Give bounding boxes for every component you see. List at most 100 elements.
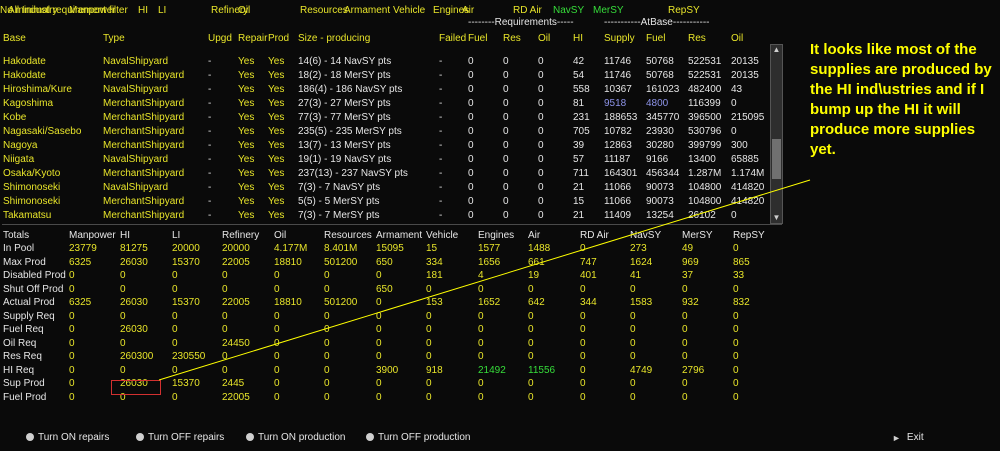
table-cell: Yes (268, 56, 285, 67)
turn-on-production-button[interactable]: Turn ON production (246, 432, 345, 443)
totals-cell: 0 (426, 378, 432, 389)
table-cell: Yes (238, 154, 255, 165)
column-header[interactable]: Res (688, 33, 706, 44)
column-header[interactable]: Res (503, 33, 521, 44)
totals-cell: 0 (682, 391, 688, 403)
table-cell: 558 (573, 84, 590, 95)
totals-cell: 0 (69, 351, 75, 362)
scroll-up-arrow-icon[interactable]: ▲ (772, 45, 781, 54)
totals-cell: 0 (528, 378, 534, 389)
turn-on-repairs-button[interactable]: Turn ON repairs (26, 432, 109, 443)
table-cell: Shimonoseki (3, 196, 61, 207)
column-header[interactable]: Oil (538, 33, 551, 44)
totals-header: RepSY (733, 230, 765, 241)
filter-tab-resources[interactable]: Resources (300, 5, 348, 16)
totals-cell: 22005 (222, 391, 250, 403)
filter-tab-refinery[interactable]: Refinery (211, 5, 249, 16)
filter-tab-navsy[interactable]: NavSY (553, 5, 585, 16)
totals-cell: 0 (376, 310, 382, 322)
filter-tab-no-minimal-requirement-filter[interactable]: No minimal requirement filter (0, 5, 128, 16)
table-cell: 414820 (731, 182, 765, 193)
totals-header: NavSY (630, 230, 662, 241)
table-cell: NavalShipyard (103, 154, 169, 165)
table-cell: 0 (468, 112, 474, 123)
totals-cell: 0 (324, 337, 330, 349)
table-cell: 13400 (688, 154, 716, 165)
totals-cell: 0 (376, 378, 382, 389)
table-cell: MerchantShipyard (103, 112, 185, 123)
filter-tab-hi[interactable]: HI (138, 5, 148, 16)
column-header[interactable]: Base (3, 33, 26, 44)
button-label: Turn ON repairs (38, 432, 110, 443)
totals-cell: 0 (733, 364, 739, 376)
totals-cell: 0 (69, 391, 75, 403)
totals-cell: 0 (69, 283, 75, 295)
column-header[interactable]: Supply (604, 33, 635, 44)
column-header[interactable]: Prod (268, 33, 290, 44)
filter-tab-repsy[interactable]: RepSY (668, 5, 700, 16)
column-header[interactable]: Failed (439, 33, 467, 44)
table-cell: MerchantShipyard (103, 140, 185, 151)
table-cell: - (208, 126, 212, 137)
turn-off-production-button[interactable]: Turn OFF production (366, 432, 470, 443)
filter-tab-li[interactable]: LI (158, 5, 167, 16)
filter-tab-air[interactable]: Air (462, 5, 475, 16)
turn-off-repairs-button[interactable]: Turn OFF repairs (136, 432, 224, 443)
filter-tab-manpower[interactable]: Manpower (69, 5, 116, 16)
totals-cell: 4 (478, 270, 484, 281)
totals-cell: 0 (733, 243, 739, 254)
filter-tab-all-industry[interactable]: All Industry (8, 5, 58, 16)
totals-cell: 22005 (222, 256, 250, 268)
table-cell: 0 (468, 56, 474, 67)
table-cell: 10367 (604, 84, 632, 95)
totals-cell: 0 (274, 378, 280, 389)
totals-cell: 22005 (222, 297, 250, 308)
column-header[interactable]: Fuel (468, 33, 488, 44)
filter-tab-mersy[interactable]: MerSY (593, 5, 624, 16)
totals-cell: 20000 (172, 243, 200, 254)
table-cell: - (208, 154, 212, 165)
scroll-thumb[interactable] (772, 139, 781, 179)
table-cell: 9166 (646, 154, 669, 165)
table-cell: 0 (503, 168, 509, 179)
table-cell: Yes (238, 70, 255, 81)
facility-scrollbar[interactable]: ▲ ▼ (770, 44, 783, 224)
totals-cell: 0 (172, 324, 178, 335)
totals-cell: 0 (580, 283, 586, 295)
filter-tab-engines[interactable]: Engines (433, 5, 470, 16)
totals-cell: HI Req (3, 364, 35, 376)
totals-cell: 0 (120, 391, 126, 403)
table-cell: 0 (538, 56, 544, 67)
totals-cell: 0 (478, 310, 484, 322)
table-cell: 0 (468, 140, 474, 151)
table-cell: 4800 (646, 98, 669, 109)
filter-tab-armament[interactable]: Armament (344, 5, 391, 16)
totals-cell: Shut Off Prod (3, 283, 64, 295)
column-header[interactable]: HI (573, 33, 583, 44)
totals-cell: 0 (580, 337, 586, 349)
table-cell: 161023 (646, 84, 680, 95)
totals-cell: 0 (528, 337, 534, 349)
annotation-note: It looks like most of the supplies are p… (810, 41, 992, 158)
filter-tab-vehicle[interactable]: Vehicle (393, 5, 426, 16)
column-header[interactable]: Repair (238, 33, 268, 44)
totals-cell: 0 (733, 391, 739, 403)
column-header[interactable]: Upgd (208, 33, 232, 44)
column-header[interactable]: Fuel (646, 33, 666, 44)
scroll-down-arrow-icon[interactable]: ▼ (772, 213, 781, 222)
totals-cell: 0 (274, 337, 280, 349)
totals-cell: 0 (630, 324, 636, 335)
totals-cell: 1656 (478, 256, 501, 268)
table-cell: Kobe (3, 112, 27, 123)
table-cell: - (439, 84, 443, 95)
column-header[interactable]: Oil (731, 33, 744, 44)
totals-cell: 501200 (324, 297, 358, 308)
column-header[interactable]: Size - producing (298, 33, 371, 44)
totals-cell: 0 (222, 364, 228, 376)
table-cell: Yes (238, 112, 255, 123)
totals-cell: 18810 (274, 297, 302, 308)
exit-button[interactable]: ► Exit (892, 432, 924, 443)
filter-tab-rd-air[interactable]: RD Air (513, 5, 542, 16)
filter-tab-oil[interactable]: Oil (238, 5, 251, 16)
column-header[interactable]: Type (103, 33, 125, 44)
